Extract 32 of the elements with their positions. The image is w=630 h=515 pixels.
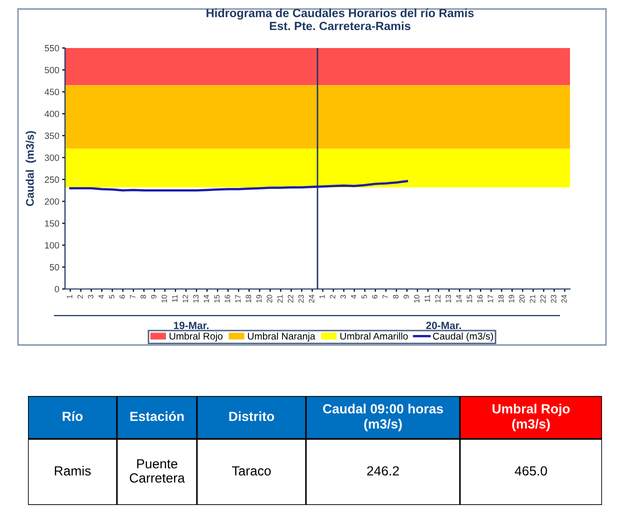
text: 246.2 bbox=[367, 466, 399, 476]
chart-title: Hidrograma de Caudales Horarios del río Ramis bbox=[206, 8, 474, 20]
text: 20-Mar. bbox=[426, 322, 461, 330]
y-tick-label: 400 bbox=[44, 110, 60, 118]
legend-label: Umbral Amarillo bbox=[340, 332, 408, 340]
y-axis-title: Caudal (m3/s) bbox=[26, 131, 36, 206]
y-tick-label: 350 bbox=[44, 132, 60, 139]
category-label: Río bbox=[62, 411, 83, 422]
y-tick-label: 300 bbox=[44, 154, 60, 161]
y-tick-label: 250 bbox=[44, 176, 60, 183]
legend-label: Umbral Naranja bbox=[248, 332, 316, 342]
category-label: Distrito bbox=[229, 411, 274, 422]
y-tick-label: 100 bbox=[45, 242, 60, 249]
category-label: Estación bbox=[130, 411, 184, 422]
chart-subtitle: Est. Pte. Carretera-Ramis bbox=[270, 22, 410, 30]
text: 465.0 bbox=[514, 466, 547, 476]
category-label: Umbral Rojo (m3/s) bbox=[492, 404, 570, 432]
text: Puente Carretera bbox=[130, 459, 185, 483]
text: 19-Mar. bbox=[174, 322, 208, 330]
y-tick-label: 200 bbox=[44, 198, 60, 205]
text: Taraco bbox=[232, 466, 271, 476]
y-tick-label: 550 bbox=[44, 44, 60, 52]
y-tick-label: 150 bbox=[45, 220, 60, 227]
y-tick-label: 450 bbox=[44, 88, 60, 96]
y-tick-label: 500 bbox=[44, 66, 60, 74]
legend-label: Umbral Rojo bbox=[170, 332, 223, 342]
y-tick-label: 50 bbox=[50, 264, 60, 270]
text: Ramis bbox=[54, 466, 91, 476]
category-label: Caudal 09:00 horas (m3/s) bbox=[323, 404, 443, 432]
line-series bbox=[69, 180, 408, 192]
y-tick-label: 0 bbox=[54, 286, 60, 292]
legend-label: Caudal (m3/s) bbox=[433, 332, 493, 342]
